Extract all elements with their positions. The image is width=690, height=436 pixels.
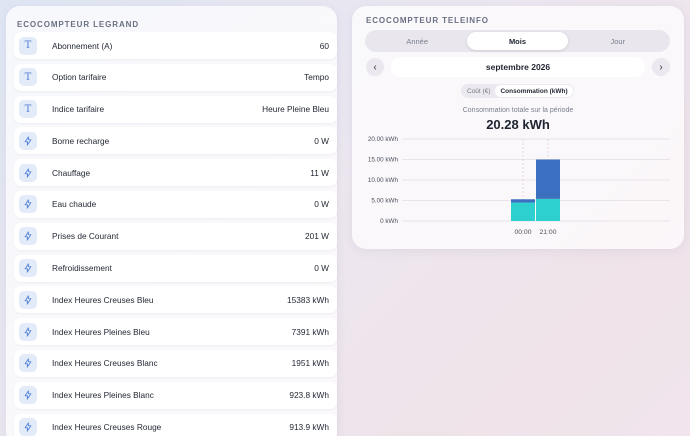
period-tabs: Année Mois Jour xyxy=(365,30,670,52)
entity-label: Prises de Courant xyxy=(52,231,119,242)
entity-value: Heure Pleine Bleu xyxy=(262,104,329,115)
entity-label: Indice tarifaire xyxy=(52,104,105,115)
entity-row[interactable]: Borne recharge 0 W xyxy=(14,127,337,155)
lightning-icon xyxy=(19,322,37,341)
legrand-card-title: ECOCOMPTEUR LEGRAND xyxy=(17,20,139,29)
legrand-entity-list: T Abonnement (A) 60 T Option tarifaire Tempo T… xyxy=(14,32,337,436)
entity-label: Index Heures Creuses Blanc xyxy=(52,358,158,369)
lightning-icon xyxy=(19,290,37,309)
entity-label: Abonnement (A) xyxy=(52,40,113,51)
entity-row[interactable]: T Indice tarifaire Heure Pleine Bleu xyxy=(14,95,337,123)
bar-segment[interactable] xyxy=(536,159,560,199)
entity-row[interactable]: Index Heures Creuses Bleu 15383 kWh xyxy=(14,286,337,314)
next-period-button[interactable]: › xyxy=(652,58,670,76)
chevron-left-icon: ‹ xyxy=(373,61,377,73)
entity-row[interactable]: Index Heures Pleines Bleu 7391 kWh xyxy=(14,318,337,346)
entity-row[interactable]: T Option tarifaire Tempo xyxy=(14,63,337,91)
legrand-card: ECOCOMPTEUR LEGRAND T Abonnement (A) 60 T Op… xyxy=(6,6,337,436)
entity-value: 7391 kWh xyxy=(291,326,329,337)
x-tick-label: 21:00 xyxy=(539,229,556,236)
tab-mois[interactable]: Mois xyxy=(467,32,568,50)
x-tick-label: 00:00 xyxy=(514,229,531,236)
bar-segment[interactable] xyxy=(511,199,535,203)
y-tick-label: 0 kWh xyxy=(380,218,398,225)
entity-value: 201 W xyxy=(305,231,329,242)
lightning-icon xyxy=(19,163,37,182)
entity-value: 11 W xyxy=(310,167,329,178)
lightning-icon xyxy=(19,418,37,436)
mode-consumption[interactable]: Consommation (kWh) xyxy=(495,85,573,97)
text-icon: T xyxy=(19,100,37,119)
lightning-icon xyxy=(19,195,37,214)
period-label: septembre 2026 xyxy=(391,57,645,77)
entity-value: 1951 kWh xyxy=(291,358,329,369)
entity-value: 0 W xyxy=(314,263,329,274)
text-icon: T xyxy=(19,68,37,87)
entity-row[interactable]: Prises de Courant 201 W xyxy=(14,222,337,250)
entity-row[interactable]: Index Heures Pleines Blanc 923.8 kWh xyxy=(14,381,337,409)
previous-period-button[interactable]: ‹ xyxy=(366,58,384,76)
lightning-icon xyxy=(19,386,37,405)
entity-label: Index Heures Creuses Rouge xyxy=(52,422,162,433)
entity-label: Borne recharge xyxy=(52,135,110,146)
teleinfo-card-title: ECOCOMPTEUR TELEINFO xyxy=(366,16,489,25)
entity-label: Refroidissement xyxy=(52,263,112,274)
entity-value: 923.8 kWh xyxy=(289,390,329,401)
text-icon: T xyxy=(19,36,37,55)
y-tick-label: 10.00 kWh xyxy=(368,177,399,184)
entity-value: 0 W xyxy=(314,199,329,210)
entity-row[interactable]: Index Heures Creuses Blanc 1951 kWh xyxy=(14,349,337,377)
lightning-icon xyxy=(19,259,37,278)
entity-row[interactable]: Index Heures Creuses Rouge 913.9 kWh xyxy=(14,413,337,436)
entity-label: Eau chaude xyxy=(52,199,97,210)
teleinfo-card: ECOCOMPTEUR TELEINFO Année Mois Jour ‹ s… xyxy=(352,6,684,249)
entity-row[interactable]: Eau chaude 0 W xyxy=(14,190,337,218)
entity-value: Tempo xyxy=(304,72,329,83)
entity-label: Index Heures Pleines Bleu xyxy=(52,326,150,337)
entity-value: 913.9 kWh xyxy=(289,422,329,433)
mode-toggle: Coût (€) Consommation (kWh) xyxy=(461,84,574,98)
y-tick-label: 15.00 kWh xyxy=(368,157,399,164)
mode-cost[interactable]: Coût (€) xyxy=(467,87,491,95)
bar-segment[interactable] xyxy=(511,202,535,221)
y-tick-label: 20.00 kWh xyxy=(368,136,399,143)
entity-row[interactable]: Chauffage 11 W xyxy=(14,159,337,187)
entity-value: 15383 kWh xyxy=(287,294,329,305)
chevron-right-icon: › xyxy=(659,61,663,73)
y-tick-label: 5.00 kWh xyxy=(371,198,398,205)
lightning-icon xyxy=(19,354,37,373)
tab-annee[interactable]: Année xyxy=(406,36,428,46)
lightning-icon xyxy=(19,227,37,246)
entity-label: Option tarifaire xyxy=(52,72,107,83)
entity-value: 0 W xyxy=(314,135,329,146)
entity-label: Index Heures Pleines Blanc xyxy=(52,390,154,401)
entity-row[interactable]: Refroidissement 0 W xyxy=(14,254,337,282)
entity-row[interactable]: T Abonnement (A) 60 xyxy=(14,32,337,59)
total-value: 20.28 kWh xyxy=(486,117,550,132)
total-label: Consommation totale sur la période xyxy=(462,107,574,114)
consumption-chart: 0 kWh 5.00 kWh 10.00 kWh 15.00 kWh 20.00 kWh… xyxy=(368,136,670,236)
lightning-icon xyxy=(19,131,37,150)
bar-segment[interactable] xyxy=(536,198,560,221)
tab-jour[interactable]: Jour xyxy=(610,36,626,46)
entity-label: Chauffage xyxy=(52,167,91,178)
entity-value: 60 xyxy=(319,40,329,51)
entity-label: Index Heures Creuses Bleu xyxy=(52,294,154,305)
